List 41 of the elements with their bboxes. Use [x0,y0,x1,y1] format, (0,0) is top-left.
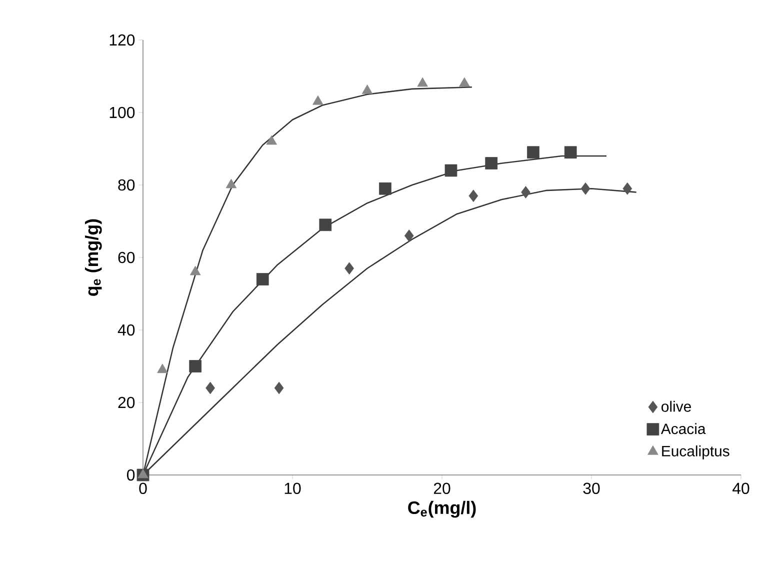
x-tick-label: 0 [139,482,147,494]
point [344,262,354,275]
point [379,182,392,195]
y-tick-label: 20 [118,396,135,408]
point [485,157,498,170]
legend-label: olive [662,400,691,412]
point [312,95,324,105]
x-tick-label: 40 [732,482,750,494]
x-tick-label: 20 [434,482,450,494]
point [319,218,332,232]
point [404,230,414,242]
point [157,364,168,374]
y-tick-label: 80 [118,179,135,191]
point [527,146,540,159]
point [274,382,284,394]
legend-label: Acacia [660,423,706,434]
point [459,77,470,87]
point [417,77,428,87]
point [206,382,215,394]
y-tick-label: 60 [118,252,135,264]
point [256,273,269,286]
point [362,84,373,94]
y-tick-label: 120 [110,34,135,46]
x-tick-label: 10 [284,482,301,494]
point [226,178,237,188]
point [190,266,201,276]
point [521,186,530,198]
x-axis-title: C$_{e}$(mg/l) [408,500,476,518]
legend-label: Eucaliptus [662,445,730,460]
point [564,146,577,159]
y-tick-label: 40 [118,324,135,336]
point [468,190,478,202]
point [266,135,277,145]
y-tick-label: 100 [110,106,135,118]
y-tick-label: 0 [126,469,135,481]
x-tick-label: 30 [583,482,600,494]
y-axis-title: q$_{e}$ (mg/g) [85,219,102,296]
point [580,182,590,195]
point [189,360,202,372]
point [622,182,632,195]
point [444,164,458,177]
